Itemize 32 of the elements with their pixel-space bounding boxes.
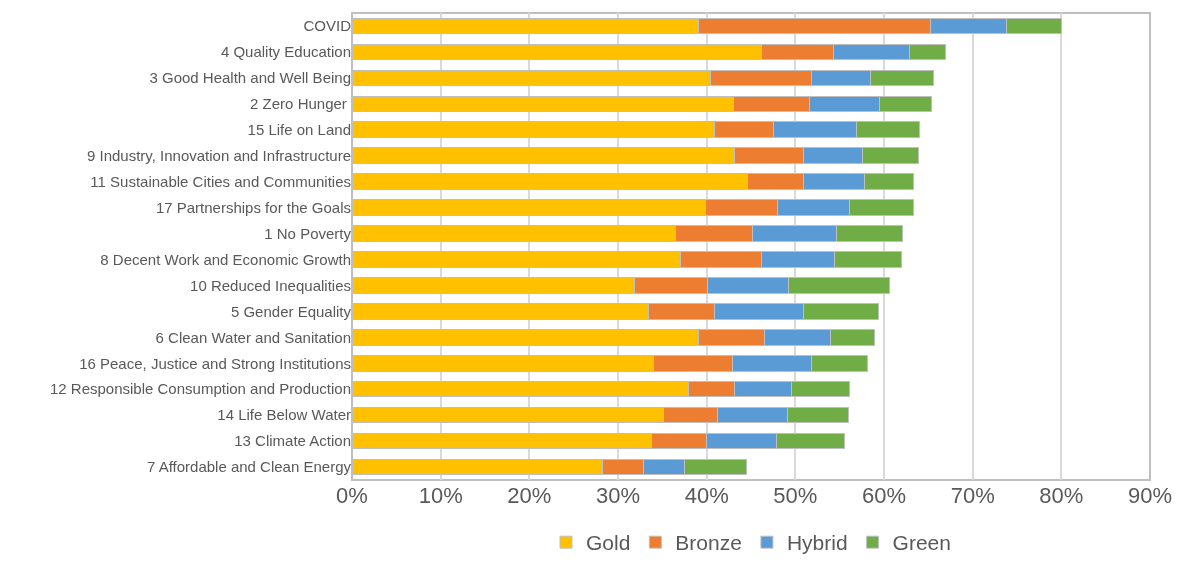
y-tick-label: 6 Clean Water and Sanitation xyxy=(155,328,351,346)
x-tick-label: 70% xyxy=(950,483,995,508)
y-tick-label: 10 Reduced Inequalities xyxy=(190,276,351,294)
y-tick-label: 15 Life on Land xyxy=(247,121,351,138)
x-tick-label: 10% xyxy=(418,483,463,508)
x-tick-label: 0% xyxy=(336,483,368,508)
y-tick-label: 17 Partnerships for the Goals xyxy=(155,198,351,216)
x-tick-label: 20% xyxy=(507,483,552,508)
y-tick-label: 12 Responsible Consumption and Production xyxy=(49,380,351,398)
x-tick-label: 80% xyxy=(1039,483,1084,508)
y-tick-label: 8 Decent Work and Economic Growth xyxy=(100,250,351,268)
y-tick-label: 13 Climate Action xyxy=(234,432,351,450)
y-tick-label: 7 Affordable and Clean Energy xyxy=(146,458,352,476)
x-tick-label: 60% xyxy=(861,483,907,508)
y-tick-label: 1 No Poverty xyxy=(264,224,352,242)
legend-label: Hybrid xyxy=(786,531,848,555)
y-tick-label: 4 Quality Education xyxy=(220,43,351,61)
legend-label: Green xyxy=(892,531,951,555)
x-tick-label: 40% xyxy=(684,483,729,508)
y-tick-label: 9 Industry, Innovation and Infrastructure xyxy=(86,146,351,164)
y-tick-label: 11 Sustainable Cities and Communities xyxy=(90,172,351,190)
y-tick-label: 3 Good Health and Well Being xyxy=(149,69,351,87)
legend-label: Bronze xyxy=(675,531,742,555)
y-tick-label: 16 Peace, Justice and Strong Institutions xyxy=(79,354,351,372)
y-tick-label: 5 Gender Equality xyxy=(230,302,352,320)
y-tick-label: 2 Zero Hunger xyxy=(250,95,351,113)
y-tick-label: COVID xyxy=(303,17,352,35)
legend-label: Gold xyxy=(586,531,631,555)
x-tick-label: 50% xyxy=(773,483,818,508)
x-tick-label: 30% xyxy=(595,483,641,508)
y-tick-label: 14 Life Below Water xyxy=(217,406,351,424)
x-tick-label: 90% xyxy=(1127,483,1173,508)
